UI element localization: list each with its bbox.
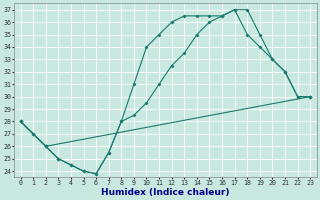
X-axis label: Humidex (Indice chaleur): Humidex (Indice chaleur) (101, 188, 230, 197)
